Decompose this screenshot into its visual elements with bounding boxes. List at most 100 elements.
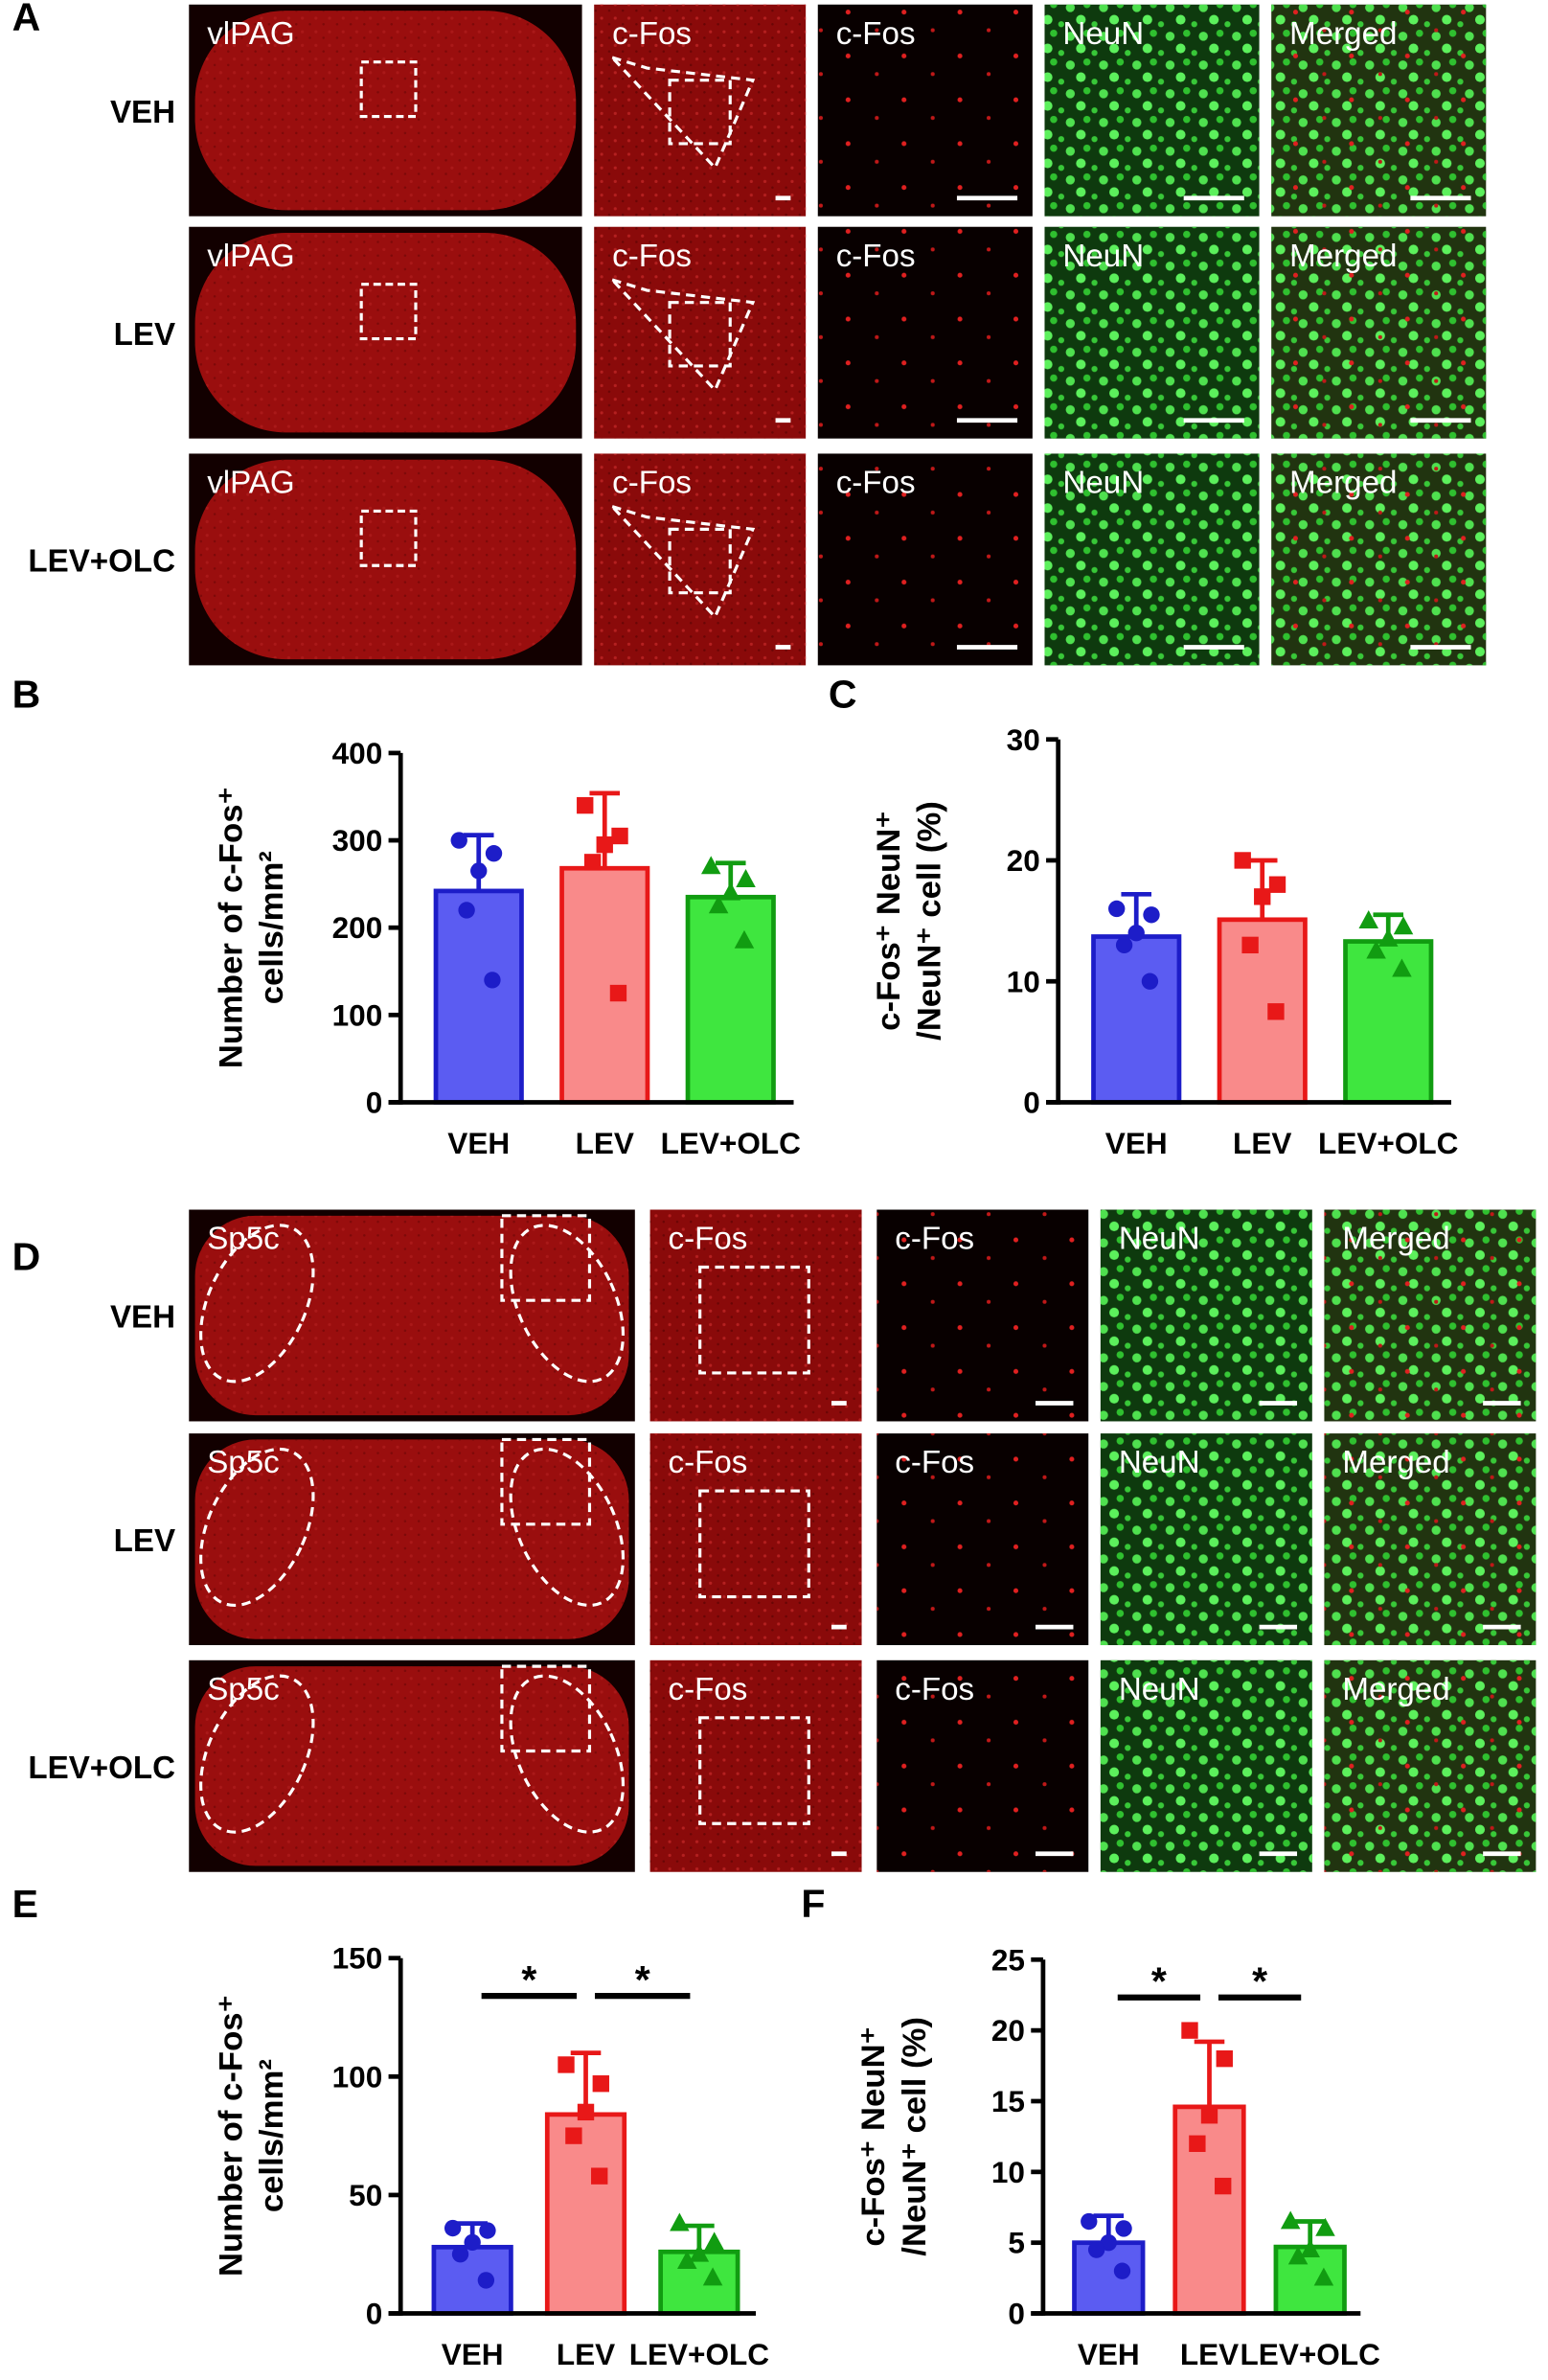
micrograph: NeuN <box>1100 1659 1312 1872</box>
roi-box <box>668 301 732 368</box>
data-point <box>734 929 755 949</box>
x-tick-label: LEV+OLC <box>629 2337 769 2371</box>
x-tick-label: VEH <box>1078 2337 1140 2371</box>
y-tick-label: 20 <box>1007 843 1040 878</box>
cells-red <box>876 1209 1089 1422</box>
tile-label: Merged <box>1289 239 1397 274</box>
tile-label: NeuN <box>1062 239 1144 274</box>
panel-letter: C <box>829 673 857 717</box>
tile-label: c-Fos <box>612 16 692 52</box>
roi-box <box>698 1265 810 1375</box>
panel-letter: D <box>12 1235 41 1279</box>
tile-label: NeuN <box>1119 1445 1200 1480</box>
tile-label: vlPAG <box>207 16 294 52</box>
cells-green <box>1044 4 1260 217</box>
data-point <box>1087 2241 1105 2258</box>
significance-label: * <box>521 1957 536 2002</box>
bar <box>431 2244 513 2316</box>
cells-red <box>1271 226 1487 439</box>
micrograph: c-Fos <box>817 226 1033 439</box>
micrograph: c-Fos <box>649 1209 862 1422</box>
tile-label: c-Fos <box>669 1672 748 1707</box>
data-point <box>1100 2234 1117 2252</box>
bar <box>685 894 776 1105</box>
y-tick-label: 5 <box>1008 2226 1025 2260</box>
data-point <box>1115 2220 1132 2237</box>
y-tick-label: 100 <box>332 2059 383 2094</box>
bar <box>1343 939 1434 1105</box>
micrograph: Merged <box>1324 1433 1537 1646</box>
data-point <box>479 2222 496 2239</box>
data-point <box>1300 2239 1320 2257</box>
data-point <box>609 984 627 1002</box>
row-label: LEV <box>114 317 175 353</box>
tile-label: NeuN <box>1062 16 1144 52</box>
tile-texture <box>649 1209 862 1422</box>
y-tick-label: 20 <box>991 2013 1025 2048</box>
bar <box>433 888 524 1105</box>
tissue-texture <box>194 1439 629 1639</box>
cells-green <box>1100 1433 1312 1646</box>
tile-label: c-Fos <box>612 465 692 500</box>
y-axis-label: /NeuN⁺ cell (%) <box>897 2017 933 2256</box>
significance-label: * <box>1151 1959 1167 2003</box>
roi-box <box>668 527 732 595</box>
tile-label: c-Fos <box>895 1222 974 1257</box>
roi <box>606 503 756 620</box>
data-point <box>1115 936 1133 954</box>
cells-red <box>1271 453 1487 666</box>
y-tick-label: 10 <box>991 2155 1025 2189</box>
tissue-texture <box>194 1215 629 1416</box>
micrograph: c-Fos <box>649 1659 862 1872</box>
micrograph: Merged <box>1271 226 1487 439</box>
data-point <box>736 869 756 887</box>
bar <box>1091 934 1182 1105</box>
data-point <box>1358 910 1378 928</box>
tile-label: Sp5c <box>207 1222 280 1257</box>
y-tick-label: 150 <box>332 1941 383 1976</box>
data-point <box>577 796 594 814</box>
data-point <box>583 854 602 871</box>
micrograph: c-Fos <box>649 1433 862 1646</box>
significance-label: * <box>1252 1959 1267 2003</box>
data-point <box>1113 2262 1131 2279</box>
micrograph: NeuN <box>1100 1209 1312 1422</box>
micrograph: Sp5c <box>189 1659 635 1872</box>
data-point <box>477 2272 495 2289</box>
y-axis-label: /NeuN⁺ cell (%) <box>912 801 948 1041</box>
y-axis-label: c-Fos⁺ NeuN⁺ <box>871 811 907 1030</box>
tile-label: c-Fos <box>836 465 916 500</box>
tile-texture <box>649 1433 862 1646</box>
tile-label: Merged <box>1342 1672 1449 1707</box>
tile-label: NeuN <box>1062 465 1144 500</box>
data-point <box>700 856 721 875</box>
tile-texture <box>594 226 807 439</box>
tile-label: NeuN <box>1119 1672 1200 1707</box>
tile-label: Merged <box>1342 1222 1449 1257</box>
y-tick-label: 0 <box>1023 1086 1040 1120</box>
micrograph: vlPAG <box>189 226 582 439</box>
y-axis-label: cells/mm² <box>254 851 290 1004</box>
roi <box>199 1674 315 1834</box>
data-point <box>689 2243 710 2262</box>
tile-label: vlPAG <box>207 465 294 500</box>
tile-label: vlPAG <box>207 239 294 274</box>
cells-red <box>1324 1209 1537 1422</box>
tile-label: Merged <box>1289 465 1397 500</box>
tile-label: c-Fos <box>895 1445 974 1480</box>
panel-letter: F <box>801 1882 825 1926</box>
roi-box <box>698 1489 810 1599</box>
y-tick-label: 30 <box>1007 722 1040 757</box>
y-axis-label: c-Fos⁺ NeuN⁺ <box>855 2026 892 2246</box>
tile-label: Sp5c <box>207 1672 280 1707</box>
roi-box <box>500 1214 592 1302</box>
data-point <box>1127 925 1145 942</box>
roi-box <box>500 1664 592 1753</box>
data-point <box>464 2233 481 2252</box>
data-point <box>1313 2267 1334 2286</box>
micrograph: c-Fos <box>876 1433 1089 1646</box>
roi-box <box>359 283 418 341</box>
micrograph: NeuN <box>1044 4 1260 217</box>
data-point <box>704 2231 724 2251</box>
